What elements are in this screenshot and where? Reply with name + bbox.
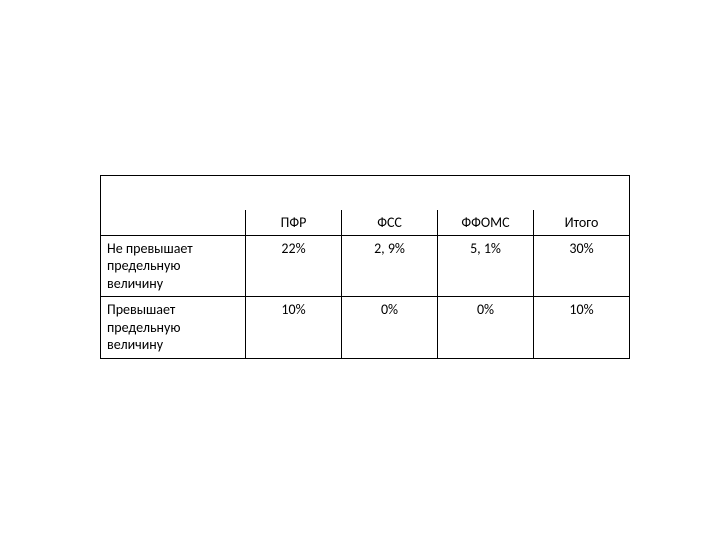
corner-cell (101, 210, 246, 236)
header-top-row (101, 176, 630, 210)
empty-header-span (246, 176, 630, 210)
col-header-ffoms: ФФОМС (438, 210, 534, 236)
row-label-not-exceed: Не превышает предельную величину (101, 235, 246, 297)
col-header-pfr: ПФР (246, 210, 342, 236)
row-label-exceed: Превышает предельную величину (101, 297, 246, 359)
column-header-row: ПФР ФСС ФФОМС Итого (101, 210, 630, 236)
cell-value: 0% (438, 297, 534, 359)
data-table: ПФР ФСС ФФОМС Итого Не превышает предель… (100, 175, 630, 359)
cell-value: 30% (534, 235, 630, 297)
cell-value: 2, 9% (342, 235, 438, 297)
col-header-total: Итого (534, 210, 630, 236)
cell-value: 0% (342, 297, 438, 359)
insurance-rates-table: ПФР ФСС ФФОМС Итого Не превышает предель… (100, 175, 630, 359)
table-row: Превышает предельную величину 10% 0% 0% … (101, 297, 630, 359)
cell-value: 22% (246, 235, 342, 297)
cell-value: 10% (534, 297, 630, 359)
empty-corner-top (101, 176, 246, 210)
table-row: Не превышает предельную величину 22% 2, … (101, 235, 630, 297)
col-header-fss: ФСС (342, 210, 438, 236)
cell-value: 5, 1% (438, 235, 534, 297)
cell-value: 10% (246, 297, 342, 359)
